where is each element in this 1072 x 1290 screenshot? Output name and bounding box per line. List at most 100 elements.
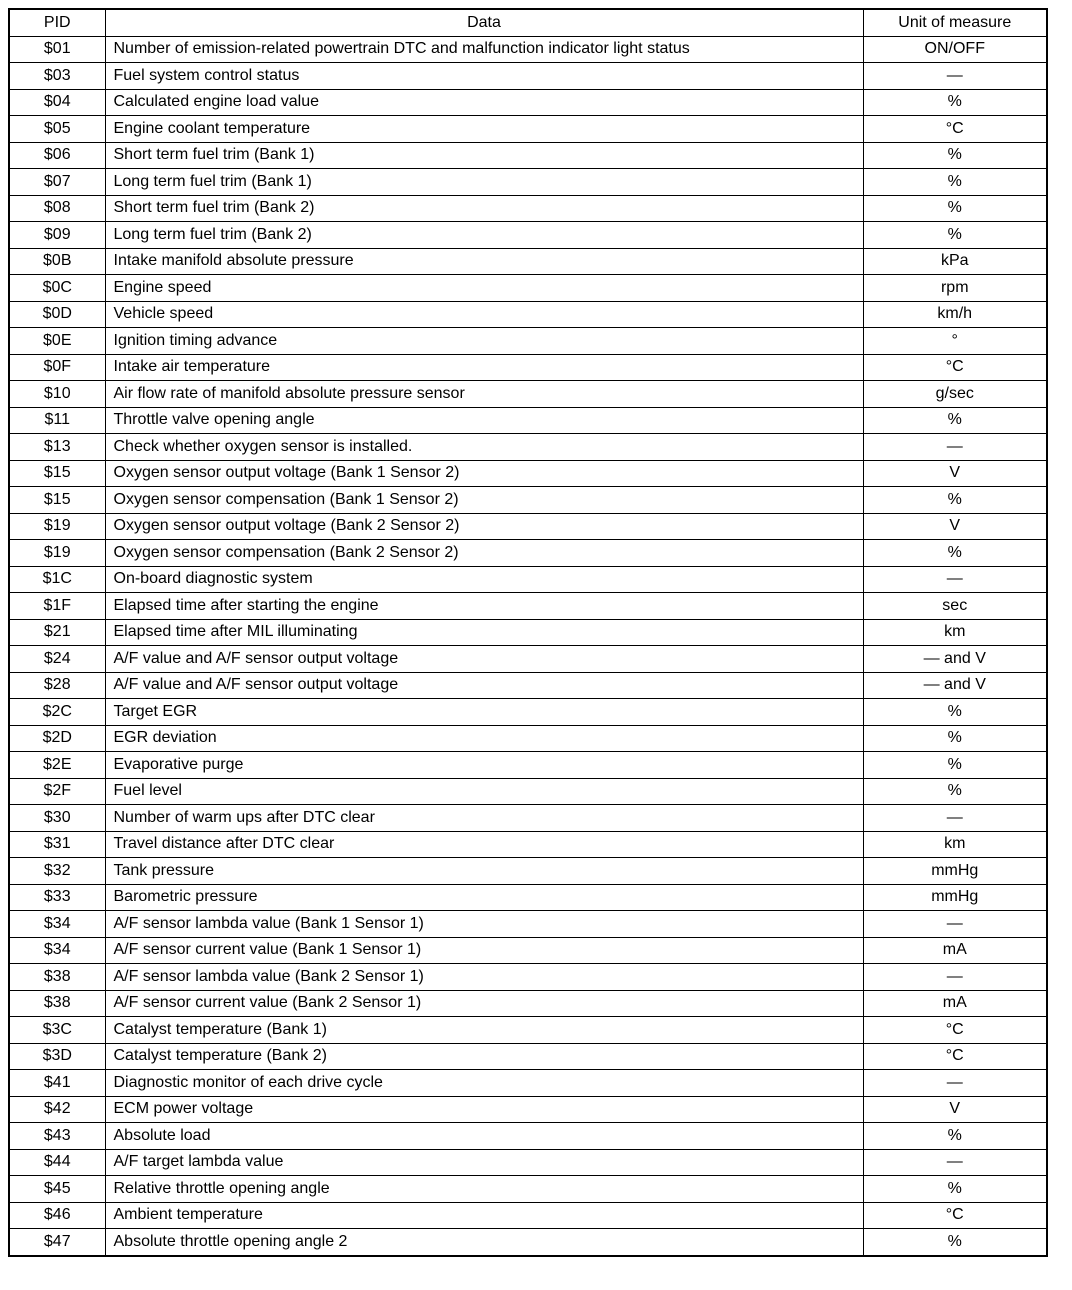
- unit-cell: %: [862, 486, 1048, 514]
- pid-cell: $0D: [8, 300, 106, 328]
- pid-cell: $08: [8, 194, 106, 222]
- unit-cell: %: [862, 777, 1048, 805]
- pid-cell: $28: [8, 671, 106, 699]
- data-cell: Ambient temperature: [104, 1201, 864, 1229]
- pid-cell: $01: [8, 35, 106, 63]
- pid-cell: $34: [8, 936, 106, 964]
- unit-cell: mmHg: [862, 857, 1048, 885]
- table-row: $31 Travel distance after DTC clear km: [8, 830, 1048, 858]
- table-row: $2F Fuel level%: [8, 777, 1048, 805]
- pid-cell: $1C: [8, 565, 106, 593]
- unit-cell: km/h: [862, 300, 1048, 328]
- table-row: $13 Check whether oxygen sensor is instal…: [8, 433, 1048, 461]
- data-cell: Oxygen sensor output voltage (Bank 2 Sen…: [104, 512, 864, 540]
- unit-cell: mmHg: [862, 883, 1048, 911]
- unit-cell: %: [862, 168, 1048, 196]
- unit-cell: %: [862, 539, 1048, 567]
- table-row: $3D Catalyst temperature (Bank 2) °C: [8, 1042, 1048, 1070]
- unit-cell: °C: [862, 1201, 1048, 1229]
- table-row: $2D EGR deviation%: [8, 724, 1048, 752]
- table-row: $10 Air flow rate of manifold absolute pr…: [8, 380, 1048, 408]
- table-row: $19 Oxygen sensor compensation (Bank 2 Se…: [8, 539, 1048, 567]
- table-row: $43 Absolute load%: [8, 1122, 1048, 1150]
- data-cell: A/F target lambda value: [104, 1148, 864, 1176]
- unit-cell: °C: [862, 353, 1048, 381]
- unit-cell: —: [862, 963, 1048, 991]
- table-row: $45 Relative throttle opening angle%: [8, 1175, 1048, 1203]
- table-row: $38 A/F sensor current value (Bank 2 Sens…: [8, 989, 1048, 1017]
- unit-cell: %: [862, 724, 1048, 752]
- data-cell: EGR deviation: [104, 724, 864, 752]
- pid-cell: $31: [8, 830, 106, 858]
- unit-cell: —: [862, 804, 1048, 832]
- data-cell: Fuel level: [104, 777, 864, 805]
- unit-cell: sec: [862, 592, 1048, 620]
- pid-cell: $0F: [8, 353, 106, 381]
- pid-cell: $11: [8, 406, 106, 434]
- pid-cell: $33: [8, 883, 106, 911]
- unit-cell: —: [862, 1069, 1048, 1097]
- table-row: $11 Throttle valve opening angle%: [8, 406, 1048, 434]
- data-cell: Ignition timing advance: [104, 327, 864, 355]
- table-row: $05 Engine coolant temperature °C: [8, 115, 1048, 143]
- unit-cell: °C: [862, 1042, 1048, 1070]
- pid-cell: $43: [8, 1122, 106, 1150]
- table-row: $34 A/F sensor lambda value (Bank 1 Senso…: [8, 910, 1048, 938]
- data-cell: Diagnostic monitor of each drive cycle: [104, 1069, 864, 1097]
- data-cell: Short term fuel trim (Bank 1): [104, 141, 864, 169]
- table-row: $34 A/F sensor current value (Bank 1 Sens…: [8, 936, 1048, 964]
- pid-cell: $41: [8, 1069, 106, 1097]
- table-row: $19 Oxygen sensor output voltage (Bank 2 …: [8, 512, 1048, 540]
- table-row: $46 Ambient temperature °C: [8, 1201, 1048, 1229]
- data-cell: Engine coolant temperature: [104, 115, 864, 143]
- pid-cell: $0B: [8, 247, 106, 275]
- table-row: $1F Elapsed time after starting the engin…: [8, 592, 1048, 620]
- data-cell: A/F value and A/F sensor output voltage: [104, 645, 864, 673]
- pid-cell: $21: [8, 618, 106, 646]
- pid-cell: $10: [8, 380, 106, 408]
- table-row: $28 A/F value and A/F sensor output volta…: [8, 671, 1048, 699]
- unit-cell: — and V: [862, 645, 1048, 673]
- unit-cell: %: [862, 194, 1048, 222]
- data-cell: Number of emission-related powertrain DT…: [104, 35, 864, 63]
- unit-cell: %: [862, 698, 1048, 726]
- pid-cell: $04: [8, 88, 106, 116]
- unit-cell: %: [862, 1175, 1048, 1203]
- data-cell: Oxygen sensor compensation (Bank 2 Senso…: [104, 539, 864, 567]
- table-row: $32 Tank pressure mmHg: [8, 857, 1048, 885]
- data-cell: On-board diagnostic system: [104, 565, 864, 593]
- data-cell: A/F sensor current value (Bank 1 Sensor …: [104, 936, 864, 964]
- unit-cell: ON/OFF: [862, 35, 1048, 63]
- pid-cell: $06: [8, 141, 106, 169]
- pid-cell: $34: [8, 910, 106, 938]
- table-row: $30 Number of warm ups after DTC clear —: [8, 804, 1048, 832]
- pid-cell: $38: [8, 989, 106, 1017]
- pid-cell: $47: [8, 1228, 106, 1256]
- pid-cell: $0C: [8, 274, 106, 302]
- pid-table: PID Data Unit of measure $01 Number of em…: [8, 8, 1048, 1257]
- unit-cell: —: [862, 910, 1048, 938]
- unit-cell: %: [862, 88, 1048, 116]
- unit-cell: —: [862, 62, 1048, 90]
- data-cell: ECM power voltage: [104, 1095, 864, 1123]
- unit-cell: %: [862, 141, 1048, 169]
- data-cell: Elapsed time after starting the engine: [104, 592, 864, 620]
- table-row: $3C Catalyst temperature (Bank 1) °C: [8, 1016, 1048, 1044]
- table-row: $09 Long term fuel trim (Bank 2)%: [8, 221, 1048, 249]
- pid-cell: $0E: [8, 327, 106, 355]
- pid-cell: $32: [8, 857, 106, 885]
- table-row: $41 Diagnostic monitor of each drive cycl…: [8, 1069, 1048, 1097]
- unit-cell: mA: [862, 989, 1048, 1017]
- data-cell: Tank pressure: [104, 857, 864, 885]
- data-cell: Target EGR: [104, 698, 864, 726]
- data-cell: Calculated engine load value: [104, 88, 864, 116]
- table-row: $1C On-board diagnostic system —: [8, 565, 1048, 593]
- table-row: $04 Calculated engine load value%: [8, 88, 1048, 116]
- unit-cell: km: [862, 618, 1048, 646]
- pid-cell: $30: [8, 804, 106, 832]
- data-cell: A/F sensor lambda value (Bank 2 Sensor 1…: [104, 963, 864, 991]
- table-row: $0C Engine speed rpm: [8, 274, 1048, 302]
- data-cell: Vehicle speed: [104, 300, 864, 328]
- pid-cell: $44: [8, 1148, 106, 1176]
- data-cell: Travel distance after DTC clear: [104, 830, 864, 858]
